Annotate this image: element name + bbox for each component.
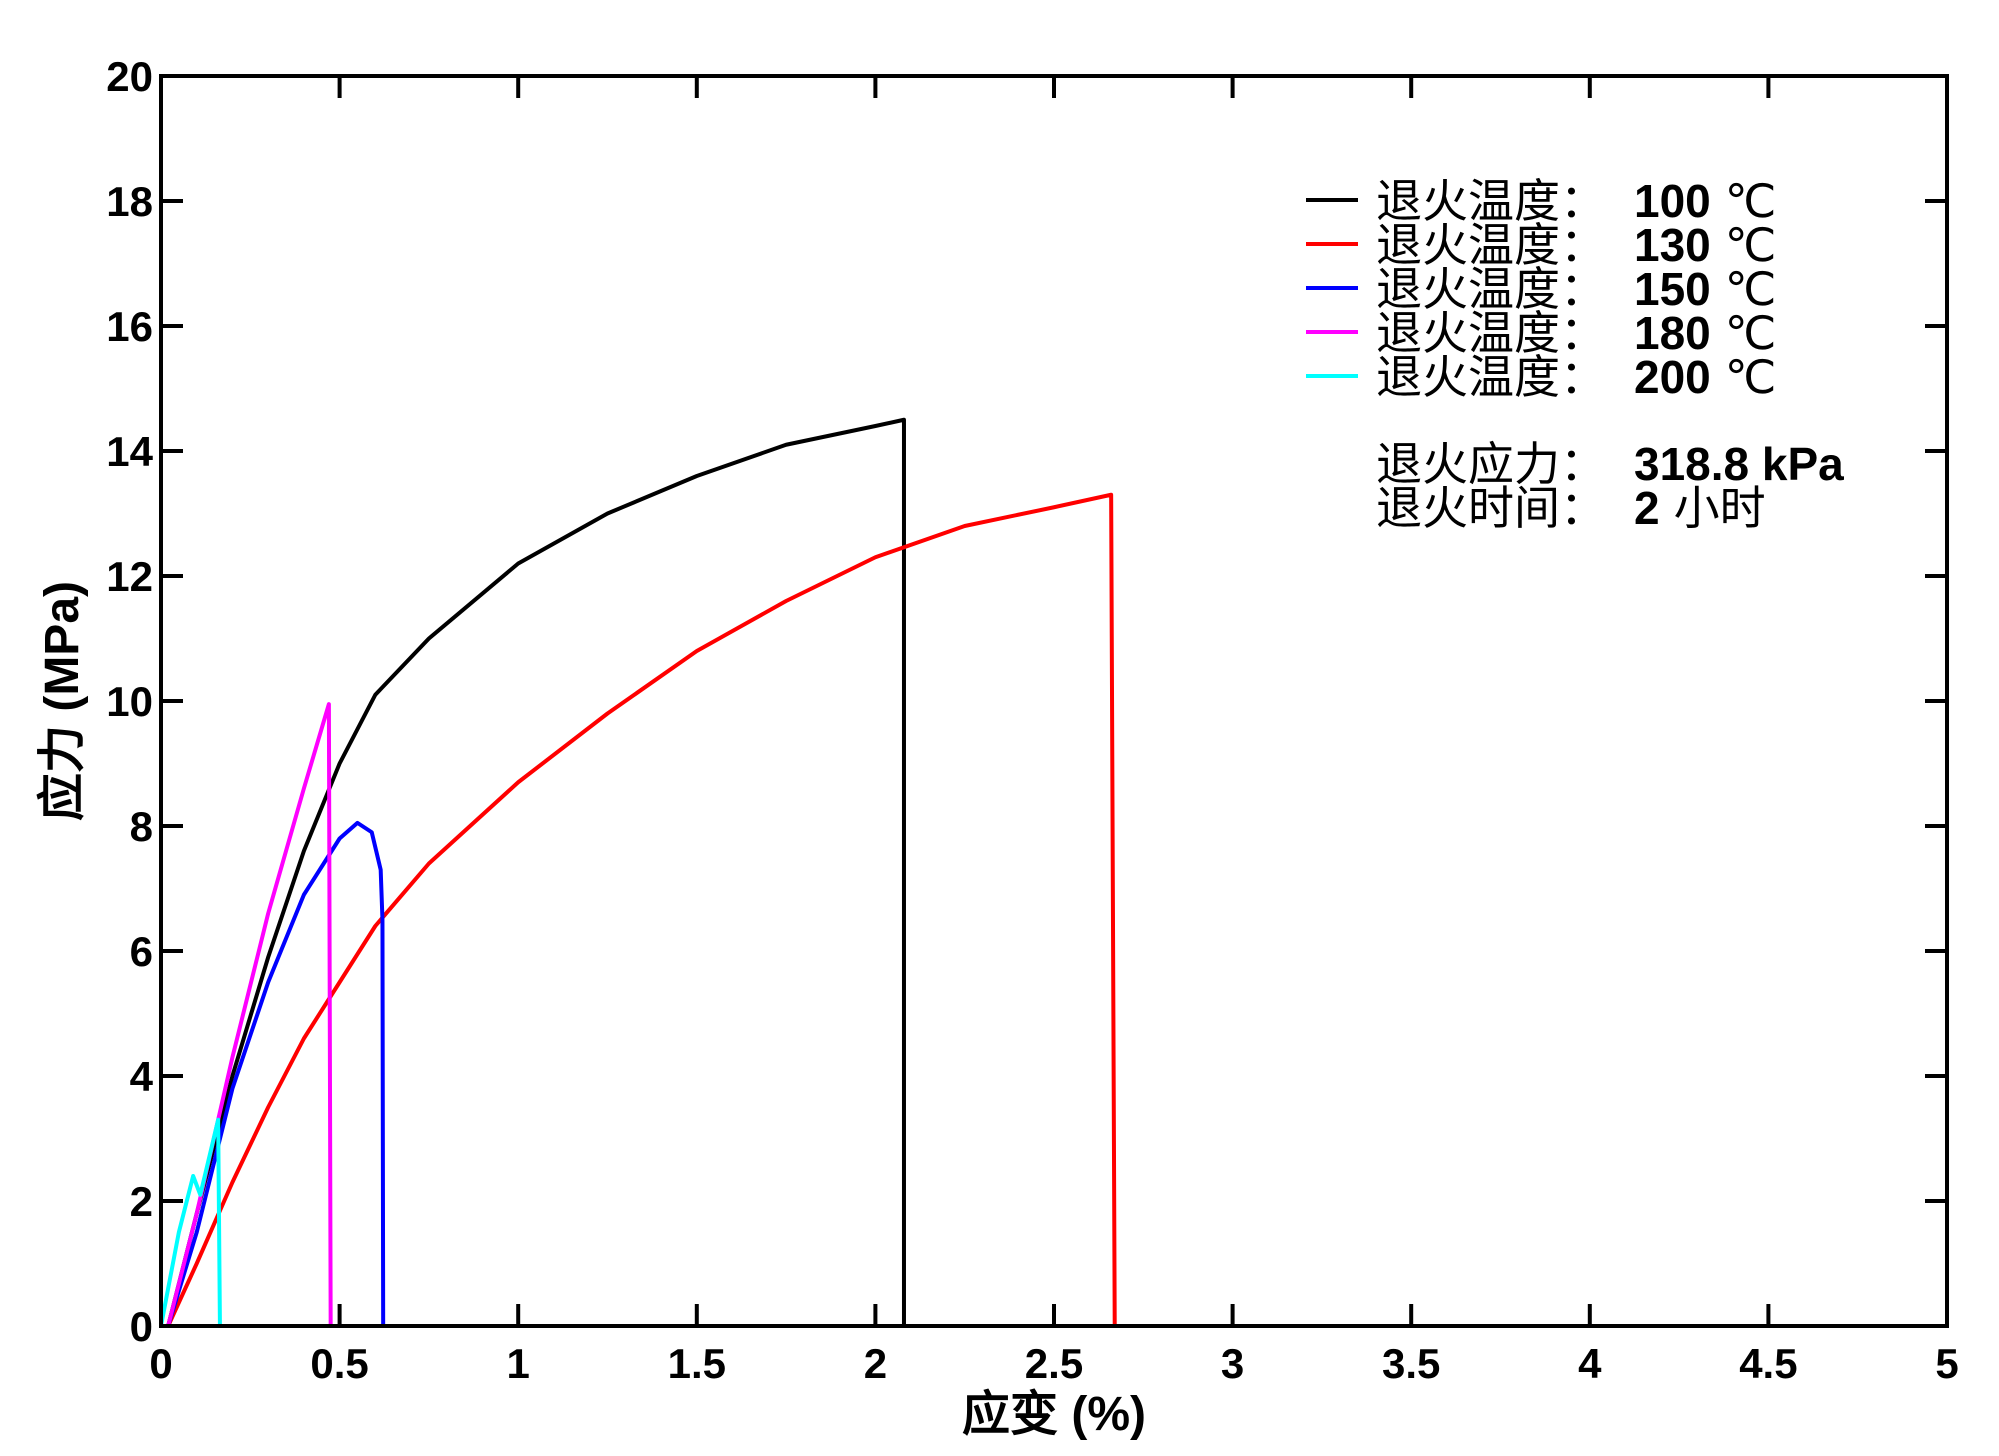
x-tick-label: 2 (864, 1340, 887, 1387)
legend-label-text: 退火温度： (1376, 351, 1606, 403)
legend-label: 退火温度： 100 ℃ (1376, 175, 1776, 227)
x-axis-label: 应变 (%) (962, 1388, 1146, 1441)
y-tick-label: 6 (130, 928, 153, 975)
legend-label: 退火温度： 150 ℃ (1376, 263, 1776, 315)
series-line-150 (166, 820, 386, 1327)
legend-unit: ℃ (1725, 219, 1777, 271)
annotation-label: 退火应力： (1376, 438, 1606, 490)
y-tick-label: 4 (130, 1053, 154, 1100)
axis-ticks: 0 0.5 1 1.5 2 2.5 3 3.5 4 4.5 5 0 2 4 6 8 10 12 14 16 18 20 (106, 53, 1958, 1387)
legend-label-text: 退火温度： (1376, 175, 1606, 227)
legend-label: 退火温度： 180 ℃ (1376, 307, 1776, 359)
annotation: 退火时间： 2 小时 (1376, 482, 1766, 534)
legend-value: 180 (1634, 307, 1711, 359)
x-tick-label: 2.5 (1025, 1340, 1083, 1387)
legend-value: 130 (1634, 219, 1711, 271)
series-line-180 (166, 702, 333, 1327)
legend-label-text: 退火温度： (1376, 263, 1606, 315)
legend-value: 100 (1634, 175, 1711, 227)
legend-label: 退火温度： 130 ℃ (1376, 219, 1776, 271)
legend-unit: ℃ (1725, 307, 1777, 359)
x-tick-label: 0 (149, 1340, 172, 1387)
series-line-130 (166, 492, 1117, 1327)
legend-value: 150 (1634, 263, 1711, 315)
legend-label-text: 退火温度： (1376, 307, 1606, 359)
annotation-value: 2 (1634, 482, 1660, 534)
y-tick-label: 2 (130, 1178, 153, 1225)
y-tick-label: 8 (130, 803, 153, 850)
x-tick-label: 1 (507, 1340, 530, 1387)
legend-label: 退火温度： 200 ℃ (1376, 351, 1776, 403)
y-tick-label: 16 (106, 303, 153, 350)
legend-unit: ℃ (1725, 175, 1777, 227)
series-layer (159, 417, 1117, 1327)
legend-unit: ℃ (1725, 351, 1777, 403)
x-tick-label: 4 (1578, 1340, 1602, 1387)
x-tick-label: 0.5 (310, 1340, 368, 1387)
legend-unit: ℃ (1725, 263, 1777, 315)
x-tick-label: 3 (1221, 1340, 1244, 1387)
y-tick-label: 14 (106, 428, 153, 475)
x-tick-label: 5 (1935, 1340, 1958, 1387)
annotation: 退火应力： 318.8 kPa (1376, 438, 1844, 490)
annotation-label: 退火时间： (1376, 482, 1606, 534)
y-tick-label: 0 (130, 1303, 153, 1350)
x-tick-label: 1.5 (668, 1340, 726, 1387)
y-tick-label: 18 (106, 178, 153, 225)
y-tick-label: 10 (106, 678, 153, 725)
legend-label-text: 退火温度： (1376, 219, 1606, 271)
x-tick-label: 3.5 (1382, 1340, 1440, 1387)
annotation-value: 318.8 kPa (1634, 438, 1844, 490)
x-tick-label: 4.5 (1739, 1340, 1797, 1387)
y-tick-label: 12 (106, 553, 153, 600)
annotation-unit: 小时 (1674, 482, 1766, 534)
series-line-200 (159, 1117, 222, 1327)
y-tick-label: 20 (106, 53, 153, 100)
legend-value: 200 (1634, 351, 1711, 403)
y-axis-label: 应力 (MPa) (36, 581, 89, 821)
series-line-100 (166, 417, 906, 1327)
